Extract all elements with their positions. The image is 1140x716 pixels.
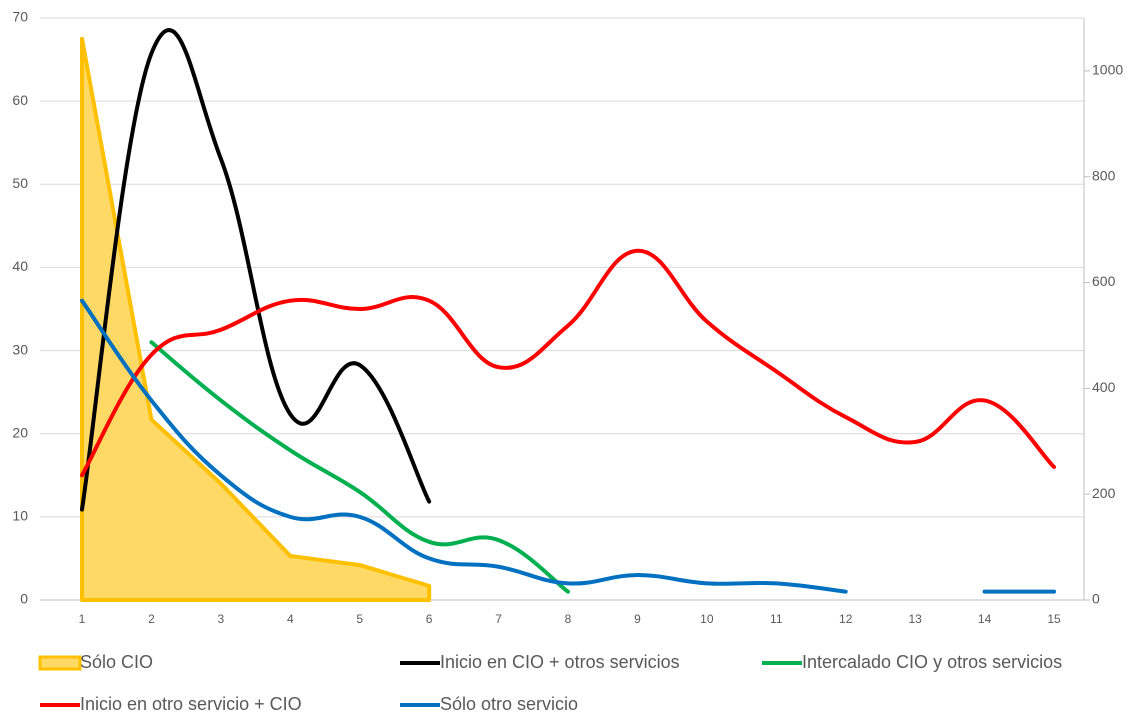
legend-label: Inicio en otro servicio + CIO <box>80 694 302 714</box>
x-tick-label: 4 <box>287 612 294 626</box>
line <box>80 28 432 512</box>
y-tick-label: 20 <box>12 424 28 440</box>
y-tick-label: 70 <box>12 9 28 25</box>
line <box>149 340 570 594</box>
y2-tick-label: 200 <box>1092 485 1116 501</box>
area <box>80 36 432 602</box>
x-tick-label: 15 <box>1047 612 1061 626</box>
x-tick-label: 12 <box>839 612 853 626</box>
x-tick-label: 3 <box>218 612 225 626</box>
x-tick-label: 5 <box>356 612 363 626</box>
x-tick-label: 1 <box>79 612 86 626</box>
y2-tick-label: 800 <box>1092 167 1116 183</box>
y-tick-label: 30 <box>12 341 28 357</box>
y-tick-label: 10 <box>12 508 28 524</box>
line <box>80 248 1056 478</box>
x-tick-label: 10 <box>700 612 714 626</box>
y2-tick-label: 600 <box>1092 273 1116 289</box>
line <box>80 298 848 594</box>
x-tick-label: 7 <box>495 612 502 626</box>
x-tick-label: 11 <box>770 612 783 626</box>
y2-tick-label: 1000 <box>1092 62 1123 78</box>
x-tick-label: 6 <box>426 612 433 626</box>
y2-tick-label: 0 <box>1092 591 1100 607</box>
x-tick-label: 2 <box>148 612 155 626</box>
legend-swatch <box>38 655 82 671</box>
y-tick-label: 50 <box>12 175 28 191</box>
legend-label: Sólo CIO <box>80 652 153 672</box>
y-tick-label: 0 <box>20 591 28 607</box>
x-tick-label: 14 <box>978 612 992 626</box>
y2-tick-label: 400 <box>1092 379 1116 395</box>
x-tick-label: 13 <box>908 612 922 626</box>
legend-label: Sólo otro servicio <box>440 694 578 714</box>
x-tick-label: 9 <box>634 612 641 626</box>
legend-label: Inicio en CIO + otros servicios <box>440 652 680 672</box>
y-tick-label: 60 <box>12 92 28 108</box>
legend-label: Intercalado CIO y otros servicios <box>802 652 1062 672</box>
x-tick-label: 8 <box>565 612 572 626</box>
y-tick-label: 40 <box>12 258 28 274</box>
